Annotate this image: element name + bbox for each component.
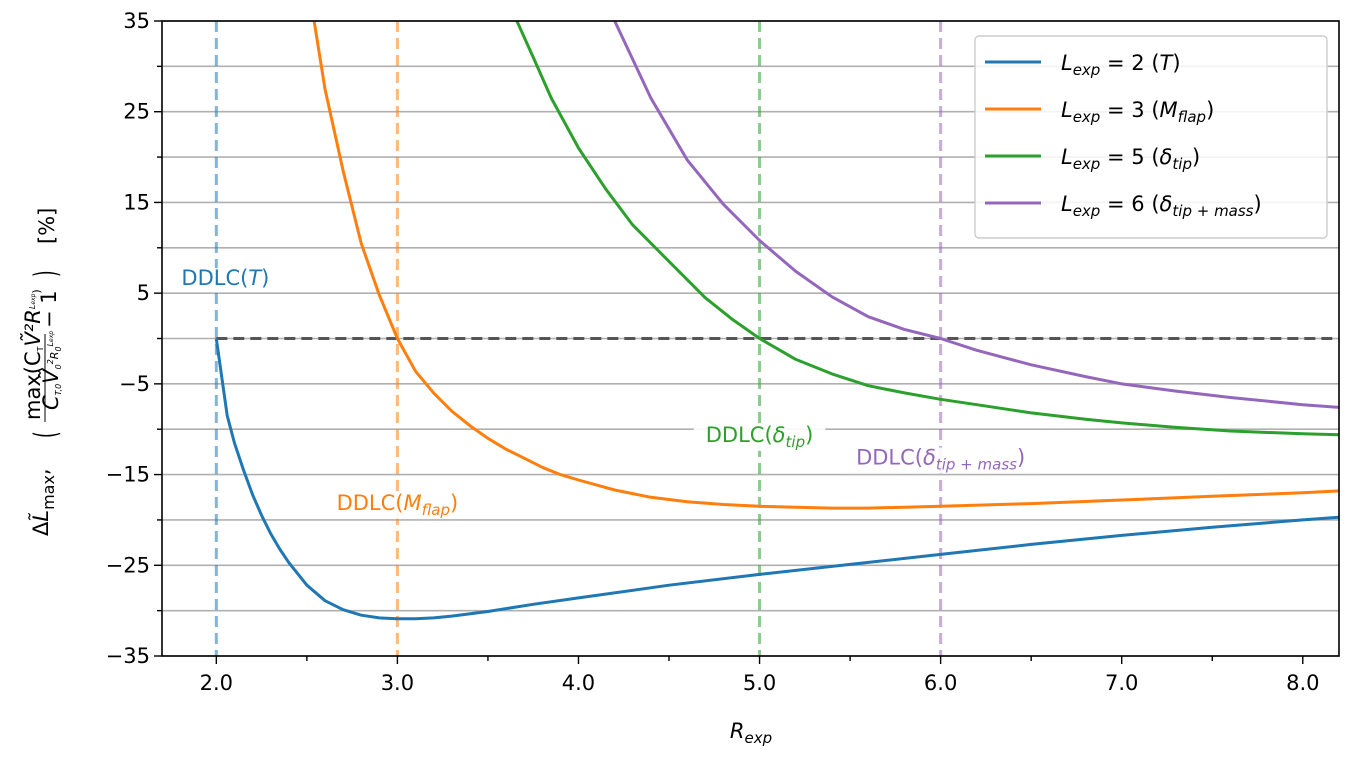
ddlc-label: DDLC(T) (181, 266, 269, 290)
x-axis-ticks: 2.0 3.0 4.0 5.0 6.0 7.0 8.0 (200, 656, 1319, 695)
ddlc-label-box (324, 492, 471, 519)
legend-label: Lexp = 2 (T) (1061, 51, 1181, 79)
y-tick-label: −15 (106, 463, 150, 487)
x-tick-label: 5.0 (743, 671, 776, 695)
series-line (312, 21, 1339, 510)
legend-label: Lexp = 5 (δtip) (1061, 145, 1200, 173)
x-tick-label: 7.0 (1105, 671, 1138, 695)
svg-text:− 1: − 1 (37, 290, 61, 328)
x-tick-label: 6.0 (924, 671, 957, 695)
y-tick-label: −35 (106, 644, 150, 668)
y-axis-title: ΔL̃max, ( max(CTṼ²RLexp) CT,0Ṽ02R0Lexp −… (19, 208, 63, 536)
legend-label: Lexp = 6 (δtip + mass) (1061, 192, 1262, 220)
svg-text:): ) (27, 270, 63, 277)
ddlc-label: DDLC(δtip + mass) (856, 446, 1025, 474)
ddlc-annotation: DDLC(Mflap) (324, 491, 471, 519)
ddlc-label: DDLC(δtip) (706, 423, 814, 451)
y-tick-label: 35 (123, 9, 150, 33)
ddlc-vertical-lines (214, 21, 943, 656)
x-tick-label: 2.0 (200, 671, 233, 695)
ddlc-label-box (693, 424, 826, 451)
y-tick-label: 5 (137, 281, 150, 305)
svg-text:(: ( (27, 431, 63, 438)
y-tick-label: −5 (119, 372, 150, 396)
x-axis-title: Rexp (730, 719, 772, 747)
x-tick-label: 3.0 (381, 671, 414, 695)
ddlc-annotation: DDLC(T) (169, 266, 282, 290)
ddlc-annotation: DDLC(δtip) (693, 423, 826, 451)
svg-text:max(CTṼ²RLexp): max(CTṼ²RLexp) (19, 289, 45, 420)
ddlc-annotation: DDLC(δtip + mass) (844, 446, 1038, 474)
ddlc-label-box (169, 267, 282, 290)
ddlc-label: DDLC(Mflap) (337, 491, 459, 519)
series-line (214, 338, 1339, 621)
svg-text:ΔL̃max,: ΔL̃max, (28, 468, 58, 536)
ddlc-annotations: DDLC(T) DDLC(Mflap) DDLC(δtip) DDLC(δtip + … (169, 266, 1038, 519)
svg-text:CT,0Ṽ02R0Lexp: CT,0Ṽ02R0Lexp (37, 331, 63, 410)
y-tick-label: −25 (106, 553, 150, 577)
series-line (515, 21, 1339, 437)
legend-label: Lexp = 3 (Mflap) (1061, 98, 1214, 126)
legend: Lexp = 2 (T) Lexp = 3 (Mflap) Lexp = 5 (δt… (974, 35, 1328, 239)
legend-box (974, 35, 1328, 239)
y-tick-label: 15 (123, 190, 150, 214)
x-tick-label: 4.0 (562, 671, 595, 695)
ddlc-label-box (844, 447, 1038, 474)
y-tick-label: 25 (123, 100, 150, 124)
series-lines (214, 21, 1339, 621)
svg-text:[%]: [%] (35, 208, 59, 244)
series-line (613, 21, 1339, 409)
x-tick-label: 8.0 (1286, 671, 1319, 695)
y-axis-ticks: −35 −25 −15 −5 5 15 25 35 (106, 9, 162, 668)
